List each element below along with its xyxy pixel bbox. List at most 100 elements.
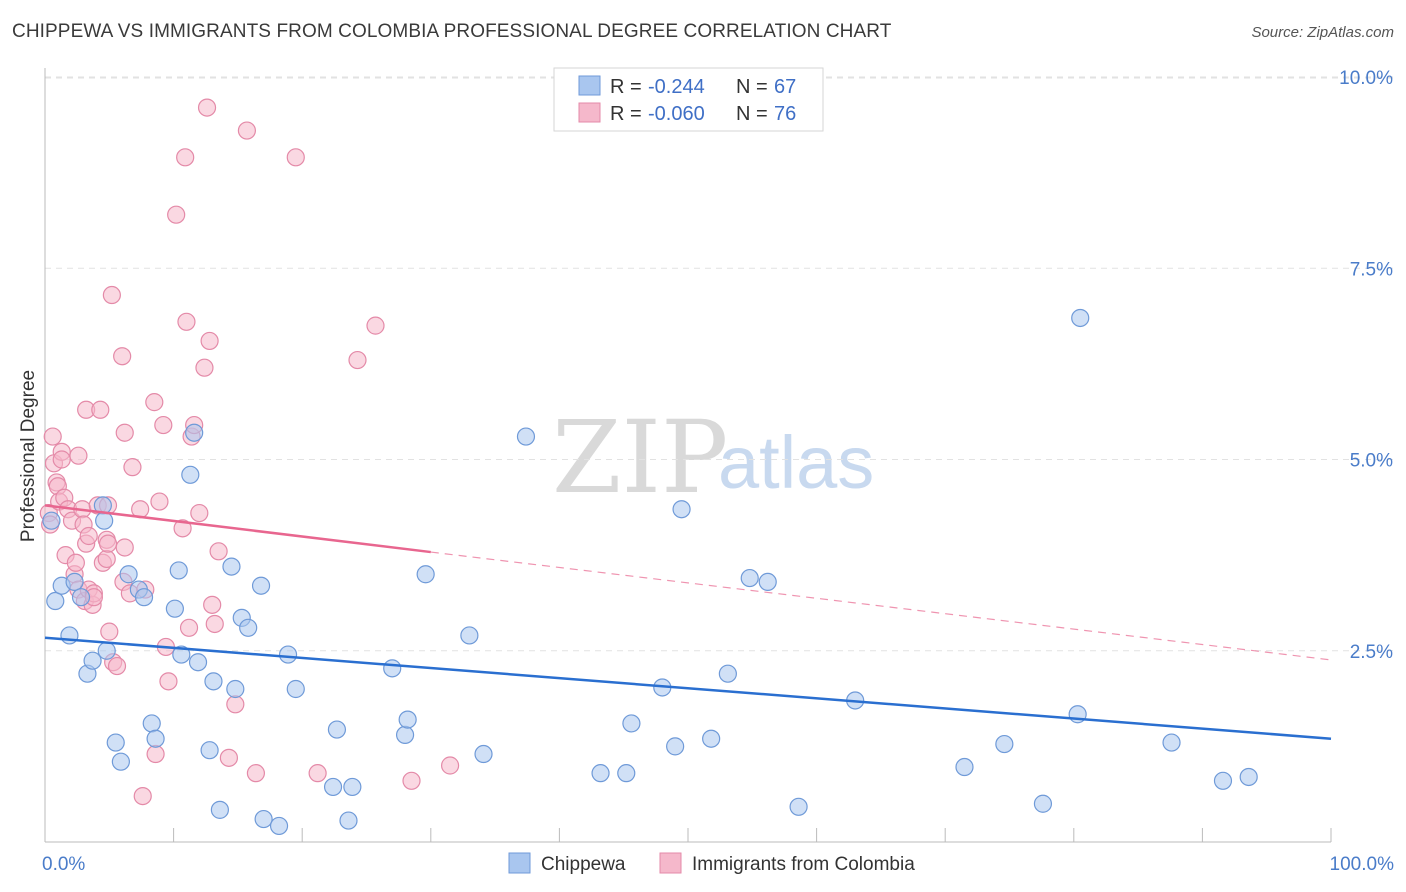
legend-r-label-chippewa: R = [610, 76, 642, 98]
chippewa-point-22 [185, 423, 204, 442]
colombia-point-32 [98, 534, 118, 553]
colombia-point-50 [154, 415, 173, 435]
colombia-point-14 [66, 553, 85, 572]
colombia-point-65 [205, 614, 224, 634]
colombia-point-28 [91, 400, 110, 419]
colombia-point-56 [177, 312, 196, 331]
chippewa-point-51 [666, 737, 685, 756]
series-legend-label-colombia: Immigrants from Colombia [692, 854, 915, 875]
chippewa-point-0 [42, 511, 61, 530]
colombia-point-54 [173, 519, 192, 538]
chippewa-point-24 [200, 741, 219, 760]
colombia-point-23 [79, 526, 98, 546]
chippewa-point-55 [740, 568, 759, 588]
y-tick-labels: 2.5% 5.0% 7.5% 10.0% [1339, 68, 1393, 663]
colombia-point-53 [167, 205, 186, 224]
watermark-atlas: atlas [718, 421, 874, 504]
chippewa-point-25 [204, 672, 223, 691]
colombia-point-41 [115, 423, 134, 442]
colombia-point-66 [209, 542, 228, 561]
colombia-point-73 [348, 350, 367, 370]
watermark-zip: ZIP [552, 399, 728, 516]
colombia-point-47 [145, 393, 164, 412]
colombia-point-55 [176, 148, 195, 167]
legend-swatch-colombia [578, 102, 601, 123]
chippewa-point-5 [71, 588, 91, 607]
watermark: ZIP atlas [552, 399, 874, 516]
colombia-point-40 [115, 538, 134, 557]
colombia-point-74 [366, 316, 385, 335]
colombia-point-52 [159, 672, 178, 691]
colombia-point-71 [286, 148, 305, 167]
colombia-point-49 [150, 492, 169, 511]
colombia-point-34 [100, 622, 119, 641]
chippewa-point-17 [146, 729, 165, 748]
chippewa-point-61 [1033, 794, 1053, 813]
chippewa-point-32 [254, 809, 273, 829]
colombia-point-68 [226, 695, 245, 714]
chippewa-point-35 [286, 679, 305, 699]
colombia-point-75 [402, 771, 421, 790]
chippewa-point-44 [460, 626, 479, 645]
legend-n-label-chippewa: N = [736, 76, 768, 98]
colombia-point-64 [203, 595, 222, 614]
chippewa-trend-line [44, 636, 1332, 740]
stats-legend: R = -0.244 N = 67 R = -0.060 N = 76 [553, 67, 824, 132]
colombia-trend-line [44, 504, 431, 554]
chippewa-point-30 [239, 618, 258, 637]
chippewa-point-15 [134, 588, 154, 607]
x-tick-label-max: 100.0% [1330, 854, 1395, 875]
chippewa-point-26 [210, 800, 229, 819]
chippewa-point-31 [251, 576, 271, 595]
grid-lines [45, 76, 1393, 652]
colombia-point-57 [179, 618, 199, 637]
colombia-point-8 [52, 450, 71, 469]
chippewa-point-13 [119, 565, 138, 584]
colombia-point-31 [97, 549, 116, 569]
chippewa-point-52 [672, 500, 691, 519]
chippewa-point-64 [1162, 733, 1181, 752]
y-axis-label: Professional Degree [18, 370, 39, 542]
y-tick-label-0: 2.5% [1350, 642, 1393, 663]
chippewa-point-41 [395, 725, 415, 745]
trend-lines [44, 504, 1332, 740]
x-tick-label-min: 0.0% [42, 854, 85, 875]
legend-r-value-colombia: -0.060 [648, 103, 705, 125]
chippewa-point-53 [702, 729, 721, 748]
series-legend: Chippewa Immigrants from Colombia [508, 852, 915, 875]
colombia-point-43 [123, 458, 142, 477]
chippewa-point-59 [955, 757, 974, 777]
colombia-point-63 [200, 331, 219, 351]
colombia-point-70 [246, 764, 266, 783]
legend-n-label-colombia: N = [736, 103, 768, 125]
chippewa-point-38 [339, 811, 358, 830]
chippewa-point-18 [165, 599, 184, 618]
colombia-trend-line-extension [430, 551, 1332, 661]
series-legend-swatch-colombia [659, 852, 682, 874]
chippewa-point-60 [995, 734, 1014, 754]
chippewa-point-57 [789, 797, 808, 816]
chippewa-point-34 [278, 645, 298, 664]
colombia-point-48 [146, 744, 165, 764]
chippewa-point-7 [83, 651, 102, 670]
chippewa-point-16 [142, 714, 161, 733]
chippewa-point-11 [106, 733, 125, 752]
chippewa-point-47 [591, 764, 610, 783]
chippewa-point-42 [398, 710, 417, 729]
chippewa-point-66 [1239, 767, 1258, 787]
chippewa-point-43 [416, 565, 435, 584]
source-credit: Source: ZipAtlas.com [1251, 24, 1394, 41]
chippewa-point-10 [97, 641, 116, 660]
legend-r-label-colombia: R = [610, 103, 642, 125]
chippewa-point-4 [65, 572, 84, 592]
colombia-point-38 [113, 347, 132, 366]
chippewa-point-65 [1213, 771, 1233, 790]
colombia-point-35 [102, 285, 121, 305]
y-tick-label-2: 7.5% [1350, 259, 1393, 280]
chippewa-point-12 [111, 752, 130, 771]
y-tick-label-1: 5.0% [1350, 451, 1393, 472]
legend-r-value-chippewa: -0.244 [648, 76, 705, 98]
colombia-point-61 [195, 358, 214, 377]
chippewa-point-49 [622, 714, 641, 733]
series-colombia-points [39, 98, 460, 806]
